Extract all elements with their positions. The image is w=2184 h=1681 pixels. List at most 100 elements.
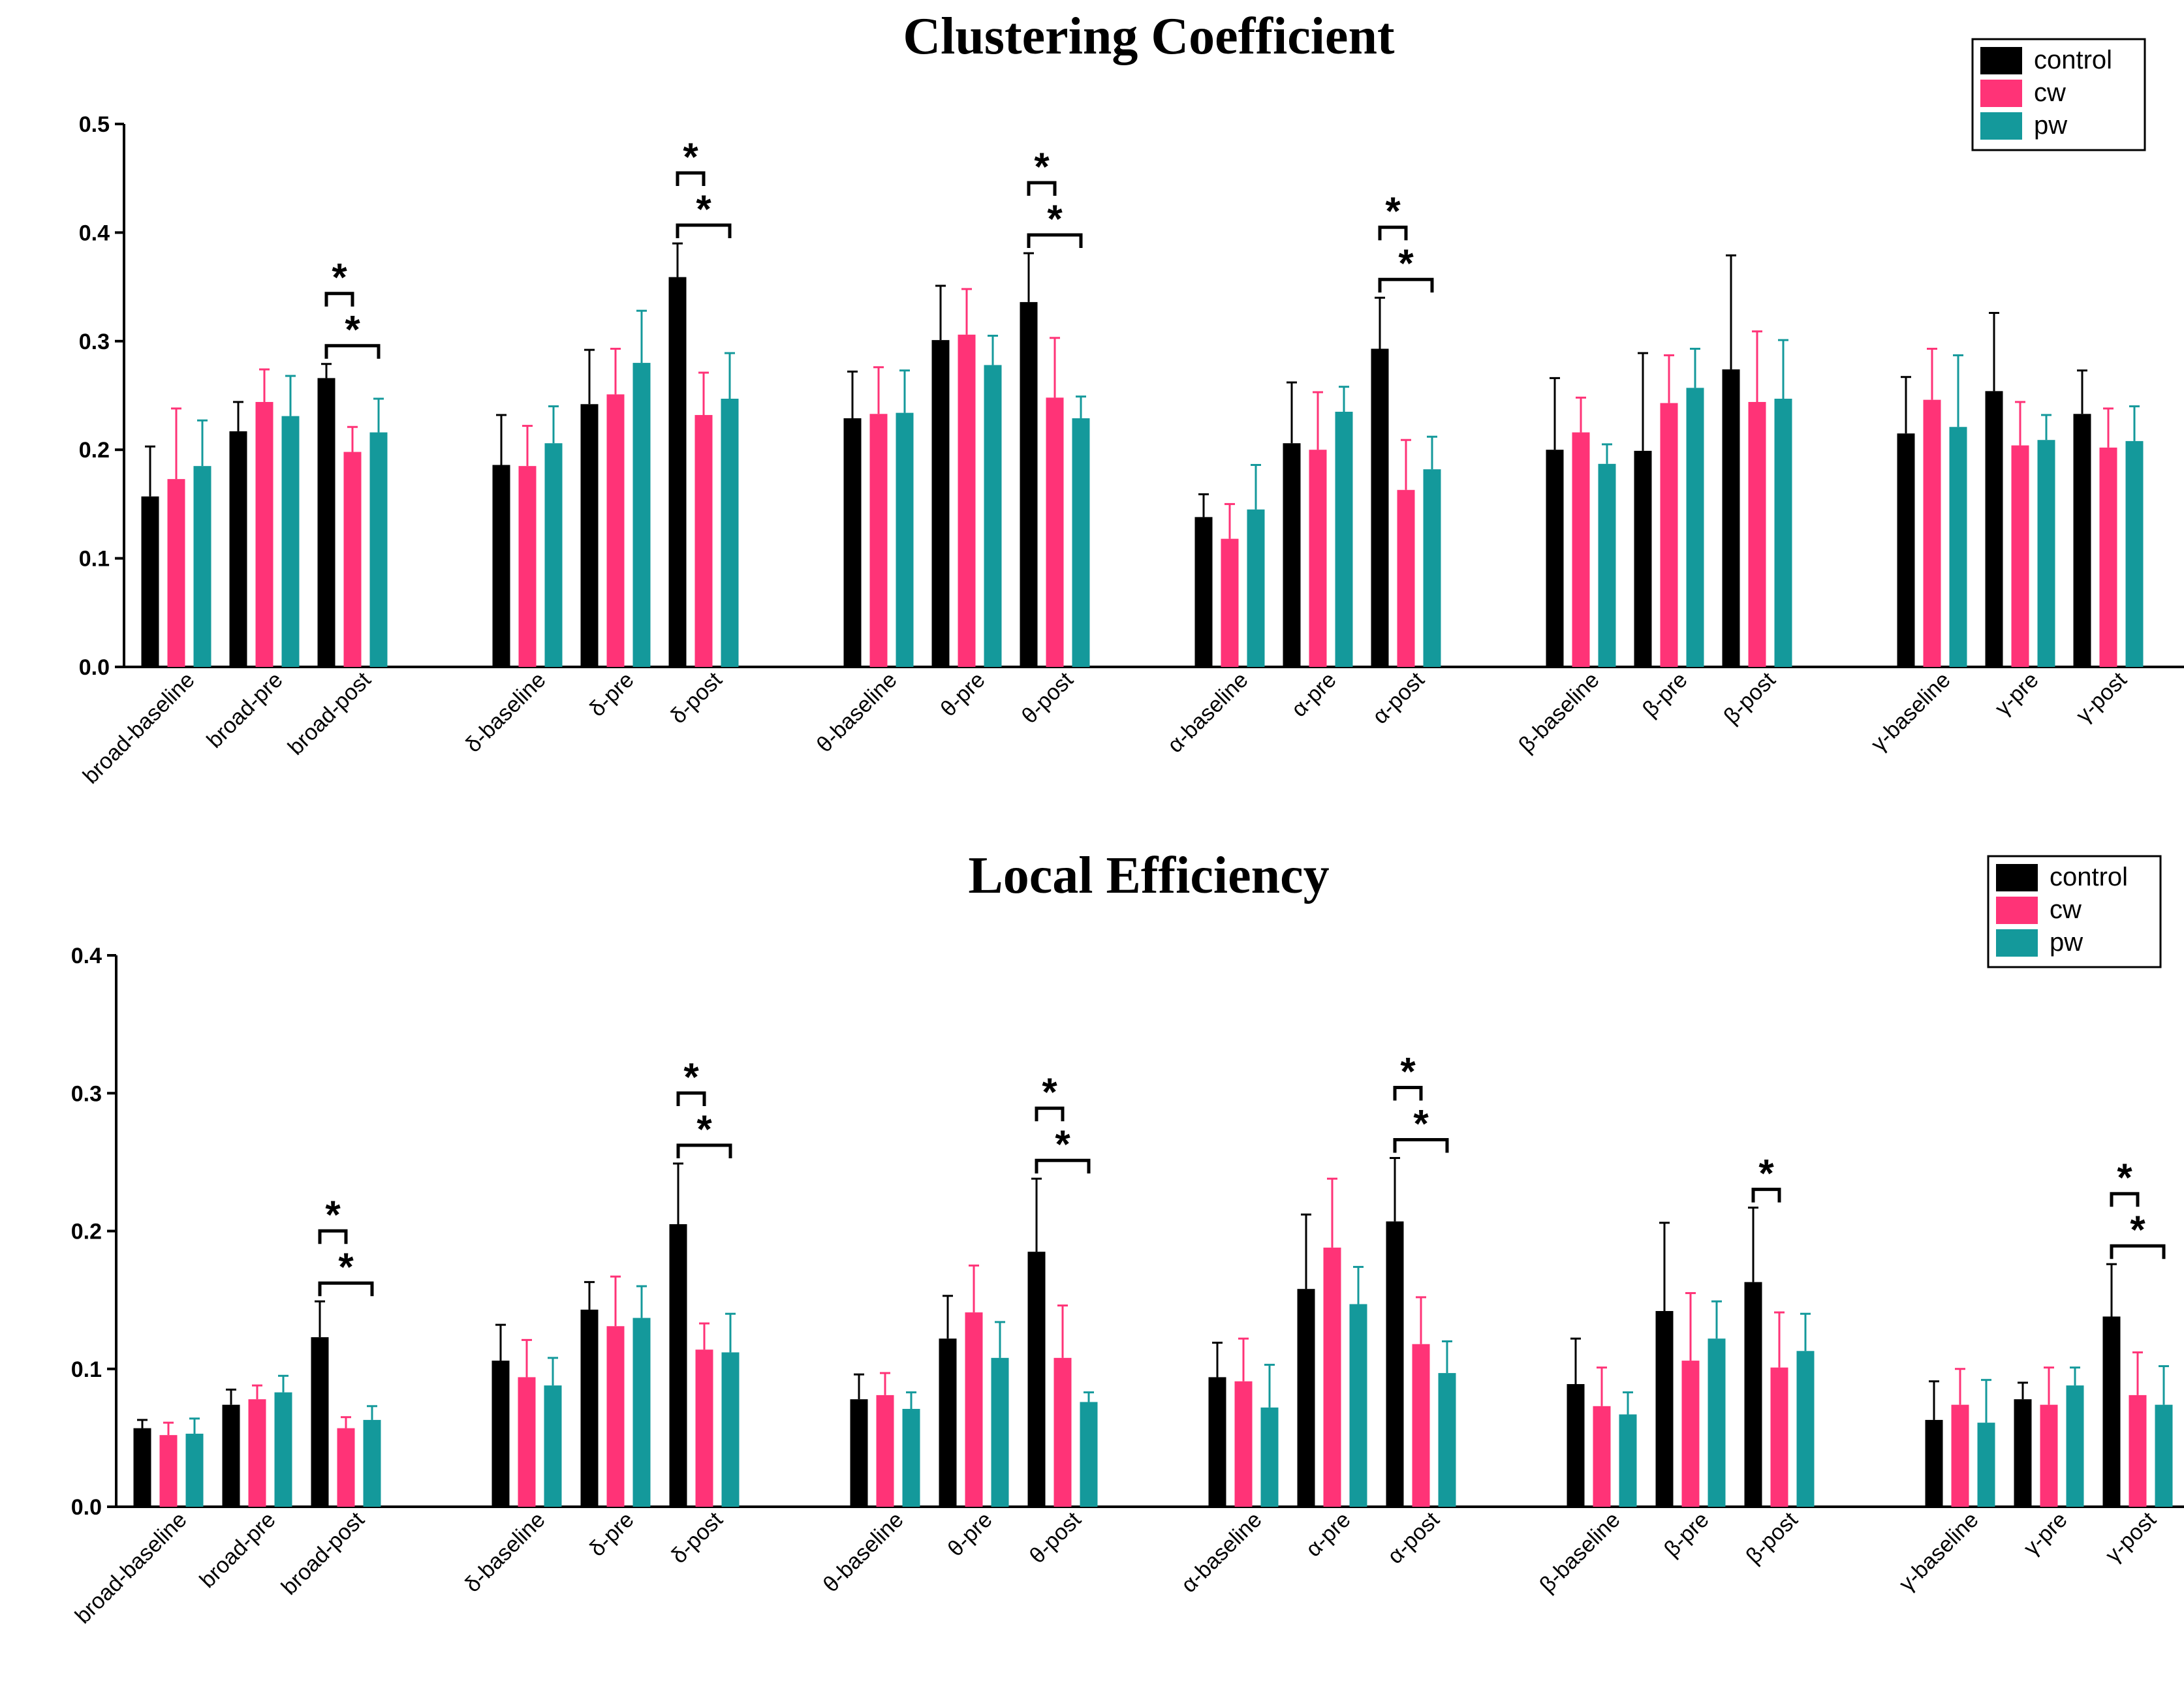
x-tick-label: θ-pre (936, 668, 990, 722)
bar-cw-broad-baseline (167, 479, 185, 667)
bar-control-pre (1297, 1289, 1315, 1507)
bar-cw-baseline (1593, 1406, 1611, 1507)
bar-control-post (1386, 1221, 1404, 1507)
x-tick-label: θ-pre (943, 1507, 997, 1562)
significance-star: * (1042, 1070, 1057, 1114)
bar-control-post (2102, 1316, 2121, 1507)
bar-control-post (669, 1224, 687, 1507)
x-tick-label: β-baseline (1514, 668, 1604, 758)
bar-control-pre (1985, 391, 2003, 667)
bar-pw-pre (632, 1318, 651, 1507)
x-tick-label: β-pre (1659, 1507, 1713, 1562)
bar-cw-baseline (876, 1395, 894, 1507)
bar-control-baseline (1194, 517, 1213, 667)
bar-pw-post (721, 398, 739, 667)
significance-star: * (1758, 1152, 1774, 1195)
bar-pw-post (1796, 1351, 1815, 1507)
x-tick-label: γ-post (2100, 1507, 2161, 1567)
x-tick-label: δ-baseline (460, 1507, 550, 1597)
bar-pw-pre (632, 363, 651, 667)
bar-control-post (1744, 1282, 1762, 1507)
y-tick-label: 0.4 (71, 944, 102, 968)
significance-star: * (1398, 241, 1414, 285)
y-tick-label: 0.3 (71, 1081, 102, 1106)
bar-control-broad-baseline (133, 1428, 151, 1507)
x-tick-label: broad-baseline (78, 668, 200, 789)
bar-control-broad-post (311, 1337, 329, 1507)
bar-cw-post (2129, 1395, 2147, 1507)
x-tick-label: α-post (1367, 667, 1429, 729)
bar-control-pre (580, 1309, 599, 1507)
bar-pw-post (2155, 1404, 2173, 1507)
bar-pw-pre (991, 1357, 1009, 1507)
bar-cw-baseline (869, 414, 888, 667)
bar-pw-baseline (1598, 463, 1616, 667)
y-tick-label: 0.1 (79, 547, 110, 572)
bar-pw-post (1438, 1373, 1456, 1507)
bar-cw-baseline (1234, 1381, 1253, 1507)
significance-star: * (1034, 145, 1050, 189)
chart-title: Local Efficiency (968, 847, 1329, 904)
x-tick-label: broad-pre (195, 1507, 281, 1593)
chart-local-efficiency: Local Efficiency 0.0 0.1 0.2 0.3 0.4 broad-ba… (70, 847, 2184, 1629)
significance-star: * (332, 256, 347, 300)
significance-star: * (1055, 1122, 1070, 1166)
bar-control-pre (2014, 1399, 2032, 1507)
significance-star: * (1413, 1102, 1429, 1146)
x-tick-label: δ-pre (585, 668, 639, 722)
significance-star: * (696, 1107, 712, 1151)
legend-swatch-cw (1996, 897, 2038, 924)
x-tick-label: α-post (1382, 1507, 1444, 1569)
x-tick-label: γ-baseline (1866, 668, 1955, 756)
bar-control-post (668, 277, 687, 667)
bar-cw-pre (965, 1312, 983, 1507)
significance-star: * (2117, 1156, 2132, 1199)
x-tick-label: γ-post (2071, 667, 2132, 728)
bar-control-pre (1655, 1311, 1674, 1507)
x-tick-label: broad-pre (202, 668, 288, 753)
x-tick-label: α-pre (1301, 1507, 1356, 1562)
bar-cw-post (1748, 401, 1766, 667)
x-tick-label: broad-post (283, 667, 376, 760)
x-tick-label: δ-baseline (461, 668, 551, 758)
legend-label-control: control (2034, 46, 2112, 74)
bar-cw-broad-pre (255, 401, 273, 667)
significance-bracket (1751, 1188, 1781, 1203)
bar-cw-pre (1660, 403, 1678, 667)
significance-bracket (318, 1229, 348, 1244)
bar-pw-post (2125, 440, 2144, 667)
bar-control-baseline (491, 1361, 510, 1507)
bar-control-pre (939, 1338, 957, 1507)
bar-pw-post (1423, 469, 1441, 667)
bar-control-baseline (1897, 433, 1915, 667)
legend-swatch-pw (1996, 929, 2038, 957)
y-tick-label: 0.5 (79, 112, 110, 137)
bar-cw-post (694, 414, 713, 667)
x-tick-label: γ-pre (1990, 668, 2044, 721)
significance-bracket (676, 223, 732, 239)
x-tick-label: β-post (1741, 1507, 1803, 1569)
bar-cw-baseline (518, 1377, 536, 1507)
bar-cw-baseline (1221, 538, 1239, 667)
bar-control-pre (931, 340, 950, 667)
bar-cw-pre (1323, 1247, 1341, 1507)
bar-control-broad-baseline (141, 496, 159, 667)
x-tick-label: broad-post (277, 1507, 369, 1599)
bar-cw-baseline (1572, 432, 1590, 667)
bar-pw-baseline (1619, 1414, 1637, 1507)
significance-star: * (325, 1193, 341, 1237)
x-tick-label: δ-pre (585, 1507, 639, 1562)
bar-pw-broad-post (369, 432, 388, 667)
significance-bracket (1378, 225, 1408, 241)
legend-swatch-pw (1980, 112, 2022, 140)
x-tick-label: broad-baseline (70, 1507, 192, 1629)
bar-cw-broad-pre (248, 1399, 266, 1507)
significance-star: * (338, 1245, 354, 1289)
significance-bracket (1027, 181, 1057, 196)
bar-pw-baseline (896, 412, 914, 667)
legend-label-control: control (2050, 863, 2128, 891)
bar-pw-baseline (544, 1385, 562, 1507)
legend-label-cw: cw (2034, 78, 2066, 107)
bar-pw-baseline (544, 443, 563, 667)
x-tick-label: θ-post (1025, 1507, 1086, 1568)
